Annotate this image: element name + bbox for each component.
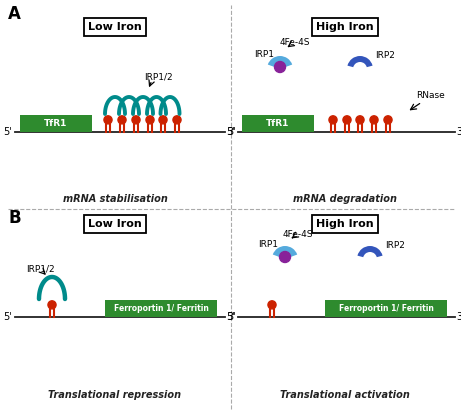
Circle shape [343, 116, 351, 124]
Text: 5': 5' [226, 312, 235, 322]
Circle shape [279, 251, 290, 262]
Text: Low Iron: Low Iron [88, 22, 142, 32]
Text: TfR1: TfR1 [266, 119, 290, 128]
Text: RNase: RNase [416, 90, 444, 100]
Bar [325, 300, 447, 317]
Text: A: A [8, 5, 21, 23]
Circle shape [118, 116, 126, 124]
Text: 3': 3' [227, 312, 236, 322]
Circle shape [48, 301, 56, 309]
Circle shape [384, 116, 392, 124]
Text: Translational repression: Translational repression [48, 390, 182, 400]
Text: 5': 5' [226, 127, 235, 137]
Text: 3': 3' [456, 312, 461, 322]
Circle shape [370, 116, 378, 124]
Circle shape [146, 116, 154, 124]
Circle shape [274, 61, 285, 73]
Text: High Iron: High Iron [316, 219, 374, 229]
Circle shape [329, 116, 337, 124]
Circle shape [356, 116, 364, 124]
Bar [242, 115, 314, 132]
Text: High Iron: High Iron [316, 22, 374, 32]
Text: B: B [8, 209, 21, 227]
Text: Translational activation: Translational activation [280, 390, 410, 400]
Text: 4Fe-4S: 4Fe-4S [280, 38, 310, 47]
Bar [105, 300, 217, 317]
Text: 3': 3' [227, 127, 236, 137]
Text: Ferroportin 1/ Ferritin: Ferroportin 1/ Ferritin [113, 304, 208, 313]
Wedge shape [348, 56, 372, 67]
Bar [20, 115, 92, 132]
Text: IRP1: IRP1 [258, 239, 278, 249]
Text: Low Iron: Low Iron [88, 219, 142, 229]
Text: 4Fe-4S: 4Fe-4S [283, 229, 313, 239]
Text: IRP2: IRP2 [385, 241, 405, 249]
Text: 5': 5' [3, 312, 12, 322]
Wedge shape [268, 56, 292, 67]
Text: mRNA degradation: mRNA degradation [293, 194, 397, 204]
Circle shape [268, 301, 276, 309]
Text: TfR1: TfR1 [44, 119, 68, 128]
Text: Ferroportin 1/ Ferritin: Ferroportin 1/ Ferritin [338, 304, 433, 313]
Text: IRP2: IRP2 [375, 50, 395, 60]
Text: 3': 3' [456, 127, 461, 137]
Circle shape [173, 116, 181, 124]
Text: IRP1/2: IRP1/2 [144, 73, 172, 81]
Circle shape [132, 116, 140, 124]
Text: 5': 5' [3, 127, 12, 137]
Wedge shape [357, 246, 383, 257]
Circle shape [104, 116, 112, 124]
Wedge shape [273, 246, 297, 257]
Text: IRP1/2: IRP1/2 [26, 264, 54, 274]
Circle shape [159, 116, 167, 124]
Text: mRNA stabilisation: mRNA stabilisation [63, 194, 167, 204]
Text: IRP1: IRP1 [254, 50, 274, 58]
